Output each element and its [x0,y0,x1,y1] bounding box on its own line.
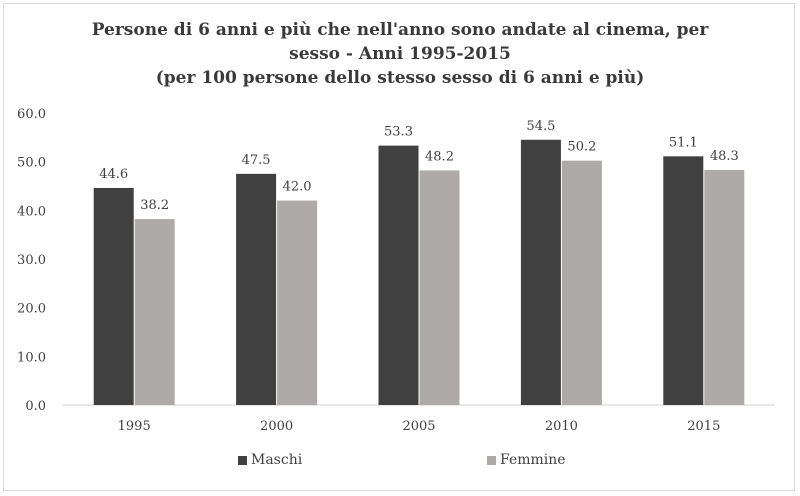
legend-item-femmine: Femmine [487,452,566,468]
legend-swatch-femmine [487,455,496,465]
data-label-femmine-2000: 42.0 [283,180,312,195]
data-label-femmine-2015: 48.3 [710,149,739,164]
legend-item-maschi: Maschi [238,452,302,468]
data-label-femmine-1995: 38.2 [140,198,169,213]
x-tick-label: 2010 [545,419,578,434]
chart-title-line-2: sesso - Anni 1995-2015 [289,44,511,64]
bar-maschi-2010 [520,139,561,405]
y-tick-label: 50.0 [17,156,46,171]
data-label-maschi-2005: 53.3 [384,125,413,140]
chart-legend: Maschi Femmine [0,452,800,472]
bar-femmine-2010 [561,160,602,405]
x-tick-label: 2005 [402,419,435,434]
data-label-maschi-2000: 47.5 [242,153,271,168]
data-label-femmine-2010: 50.2 [567,140,596,155]
x-tick-label: 2015 [687,419,720,434]
chart-title: Persone di 6 anni e più che nell'anno so… [60,18,740,90]
y-tick-label: 30.0 [17,253,46,268]
data-label-femmine-2005: 48.2 [425,149,454,164]
y-tick-label: 0.0 [25,399,46,414]
data-label-maschi-1995: 44.6 [99,167,128,182]
bar-maschi-1995 [93,187,134,405]
x-tick-label: 2000 [260,419,293,434]
bar-maschi-2000 [236,173,277,405]
chart-title-line-3: (per 100 persone dello stesso sesso di 6… [155,68,645,88]
bar-maschi-2005 [378,145,419,405]
legend-label-maschi: Maschi [251,452,303,468]
chart-title-line-1: Persone di 6 anni e più che nell'anno so… [91,20,709,40]
y-tick-label: 20.0 [17,302,46,317]
y-tick-label: 40.0 [17,204,46,219]
legend-swatch-maschi [238,455,247,465]
bar-femmine-2015 [704,169,745,405]
bar-femmine-2005 [419,170,460,405]
legend-label-femmine: Femmine [500,452,566,468]
y-tick-label: 10.0 [17,350,46,365]
bar-maschi-2015 [663,156,704,405]
y-tick-label: 60.0 [17,107,46,122]
bar-femmine-1995 [134,219,175,405]
data-label-maschi-2015: 51.1 [669,135,698,150]
bar-femmine-2000 [277,200,318,405]
data-label-maschi-2010: 54.5 [526,119,555,134]
x-tick-label: 1995 [118,419,151,434]
